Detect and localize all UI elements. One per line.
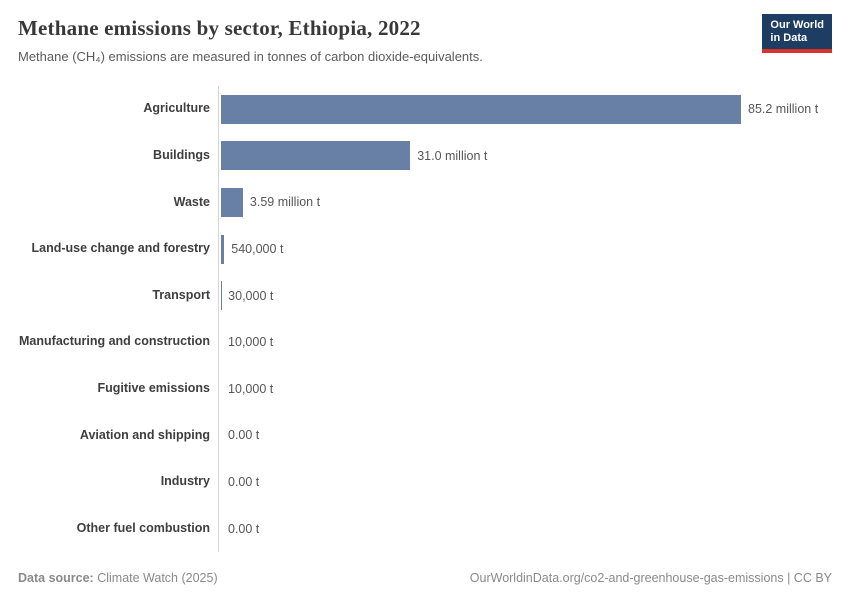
category-label-waste: Waste xyxy=(173,194,210,209)
value-label-land-use-change-and-forestry: 540,000 t xyxy=(231,242,284,257)
chart-subtitle: Methane (CH₄) emissions are measured in … xyxy=(18,49,483,64)
chart-row: Agriculture 85.2 million t xyxy=(18,86,832,133)
category-label-manufacturing-and-construction: Manufacturing and construction xyxy=(19,334,210,349)
bar-area: 31.0 million t xyxy=(218,132,832,180)
value-label-buildings: 31.0 million t xyxy=(417,148,488,163)
chart-row: Buildings 31.0 million t xyxy=(18,132,832,180)
bar-agriculture[interactable] xyxy=(221,94,741,124)
chart-row: Industry 0.00 t xyxy=(18,458,832,506)
value-label-agriculture: 85.2 million t xyxy=(748,102,819,117)
chart-row: Other fuel combustion 0.00 t xyxy=(18,505,832,552)
category-label-other-fuel-combustion: Other fuel combustion xyxy=(76,520,210,535)
owid-logo-line2: in Data xyxy=(770,32,808,44)
credit-link[interactable]: OurWorldinData.org/co2-and-greenhouse-ga… xyxy=(469,571,832,585)
value-label-waste: 3.59 million t xyxy=(249,195,321,210)
category-label-land-use-change-and-forestry: Land-use change and forestry xyxy=(31,241,210,256)
bar-land-use-change-and-forestry[interactable] xyxy=(221,234,225,264)
value-label-fugitive-emissions: 10,000 t xyxy=(228,381,274,396)
bar-area: 0.00 t xyxy=(218,458,832,506)
category-label-agriculture: Agriculture xyxy=(143,101,210,116)
bar-area: 10,000 t xyxy=(218,365,832,413)
bar-area: 10,000 t xyxy=(218,318,832,366)
bar-area: 3.59 million t xyxy=(218,179,832,226)
bar-chart: Agriculture 85.2 million t Buildings 31.0 m… xyxy=(18,86,832,552)
value-label-transport: 30,000 t xyxy=(228,288,274,303)
chart-row: Land-use change and forestry 540,000 t xyxy=(18,225,832,273)
category-label-transport: Transport xyxy=(152,287,210,302)
category-label-aviation-and-shipping: Aviation and shipping xyxy=(79,427,210,442)
owid-logo[interactable]: Our World in Data xyxy=(762,14,832,53)
bar-buildings[interactable] xyxy=(221,141,411,171)
chart-rows: Agriculture 85.2 million t Buildings 31.0 m… xyxy=(18,86,832,552)
chart-row: Aviation and shipping 0.00 t xyxy=(18,412,832,459)
category-label-buildings: Buildings xyxy=(153,148,210,163)
value-label-industry: 0.00 t xyxy=(228,475,260,490)
bar-area: 540,000 t xyxy=(218,225,832,273)
chart-row: Fugitive emissions 10,000 t xyxy=(18,365,832,413)
owid-logo-line1: Our World xyxy=(770,19,824,31)
bar-area: 0.00 t xyxy=(218,505,832,552)
value-label-aviation-and-shipping: 0.00 t xyxy=(228,428,260,443)
chart-footer: Data source: Climate Watch (2025) OurWor… xyxy=(18,571,832,585)
bar-area: 85.2 million t xyxy=(218,86,832,133)
chart-header: Methane emissions by sector, Ethiopia, 2… xyxy=(18,16,740,64)
data-source-name: Climate Watch (2025) xyxy=(93,571,218,585)
bar-area: 30,000 t xyxy=(218,272,832,319)
value-label-manufacturing-and-construction: 10,000 t xyxy=(228,335,274,350)
category-label-industry: Industry xyxy=(160,474,210,489)
bar-waste[interactable] xyxy=(221,187,243,217)
bar-area: 0.00 t xyxy=(218,412,832,459)
chart-row: Transport 30,000 t xyxy=(18,272,832,319)
chart-row: Waste 3.59 million t xyxy=(18,179,832,226)
chart-row: Manufacturing and construction 10,000 t xyxy=(18,318,832,366)
data-source: Data source: Climate Watch (2025) xyxy=(18,571,218,585)
page-title: Methane emissions by sector, Ethiopia, 2… xyxy=(18,16,421,40)
data-source-label: Data source: xyxy=(18,571,94,585)
category-label-fugitive-emissions: Fugitive emissions xyxy=(97,380,210,395)
value-label-other-fuel-combustion: 0.00 t xyxy=(228,521,260,536)
